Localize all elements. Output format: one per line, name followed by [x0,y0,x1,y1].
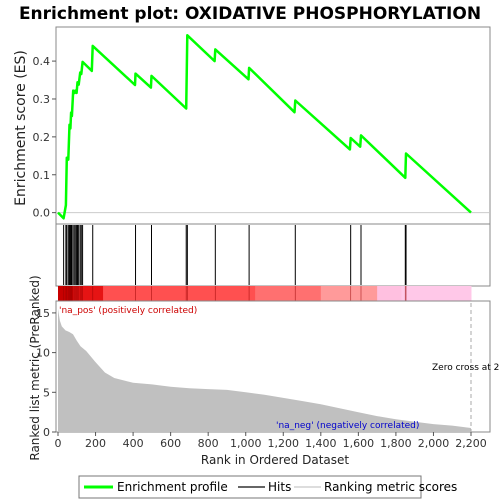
x-tick-label: 1,600 [343,437,375,450]
es-panel-frame [55,26,491,225]
metric-y-tick-label: 15 [36,307,50,320]
x-tick-label: 0 [55,437,62,450]
x-tick-label: 1,000 [230,437,262,450]
ranking-metric-area [58,308,471,432]
x-tick-label: 600 [160,437,181,450]
positive-correlation-label: 'na_pos' (positively correlated) [59,306,197,316]
x-tick-label: 2,200 [455,437,487,450]
hit-lines [63,225,407,285]
x-tick-label: 1,800 [380,437,412,450]
legend-enrichment-label: Enrichment profile [117,480,228,494]
color-bar-segment [377,286,403,301]
metric-y-axis: 0 5 10 15 [36,307,56,439]
metric-y-tick-label: 5 [43,386,50,399]
es-panel: 0.0 0.1 0.2 0.3 0.4 Enrichment score (ES) [13,26,491,225]
color-bar-segment [401,286,472,301]
es-y-axis: 0.0 0.1 0.2 0.3 0.4 [33,55,56,220]
enrichment-profile-line [57,34,472,220]
es-y-tick-label: 0.2 [33,131,51,144]
hits-panel [55,223,491,287]
es-y-tick-label: 0.3 [33,93,51,106]
es-y-tick-label: 0.0 [33,207,51,220]
color-bar-segment [103,286,256,301]
legend-metric-label: Ranking metric scores [324,480,457,494]
legend: Enrichment profile Hits Ranking metric s… [78,475,457,499]
negative-correlation-label: 'na_neg' (negatively correlated) [276,421,419,431]
metric-y-tick-label: 10 [36,347,50,360]
hits-panel-frame [55,223,491,287]
es-y-axis-title: Enrichment score (ES) [13,50,29,206]
zero-cross-label: Zero cross at 2 [432,363,499,373]
x-tick-label: 200 [85,437,106,450]
metric-y-tick-label: 0 [43,426,50,439]
x-tick-label: 400 [123,437,144,450]
es-y-tick-label: 0.1 [33,169,51,182]
x-axis-title: Rank in Ordered Dataset [201,453,349,467]
legend-hits-label: Hits [268,480,291,494]
color-bar-segment [320,286,378,301]
rank-color-bar [58,286,472,301]
color-bar-segment [255,286,322,301]
x-tick-label: 2,000 [418,437,450,450]
chart-title: Enrichment plot: OXIDATIVE PHOSPHORYLATI… [19,4,481,24]
x-tick-label: 1,200 [268,437,300,450]
metric-panel: 0 5 10 15 0 200 400 600 800 1,000 1,200 1,400 1,600… [28,275,499,467]
x-tick-label: 800 [198,437,219,450]
x-tick-label: 1,400 [305,437,337,450]
color-bar-segment [73,286,104,301]
metric-y-axis-title: Ranked list metric (PreRanked) [28,275,42,460]
es-y-tick-label: 0.4 [33,55,51,68]
metric-x-axis: 0 200 400 600 800 1,000 1,200 1,400 1,600 1,800 2,… [55,432,487,450]
